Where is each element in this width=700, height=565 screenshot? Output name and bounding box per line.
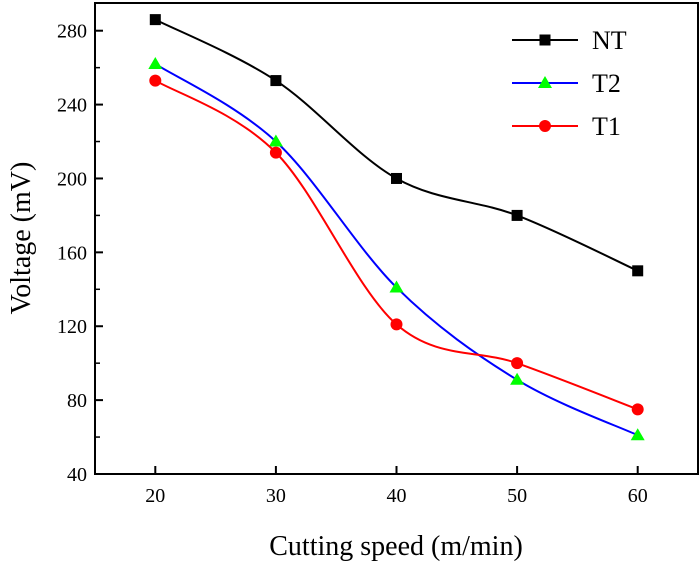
y-tick-label-80: 80 [67, 390, 87, 412]
legend-marker-t1 [539, 120, 551, 132]
legend-item-t1: T1 [512, 112, 621, 141]
series-line-t1 [154, 79, 639, 411]
axes: 20 30 40 50 60 40 80 120 160 200 240 280 [57, 21, 648, 507]
x-tick-label-40: 40 [387, 485, 407, 507]
y-tick-label-280: 280 [57, 21, 87, 43]
series-line-t2 [154, 63, 639, 437]
y-tick-label-200: 200 [57, 168, 87, 190]
point-t1-60 [631, 403, 644, 416]
series-t1 [149, 74, 644, 416]
point-t1-20 [149, 74, 162, 87]
point-nt-30 [270, 75, 282, 87]
y-tick-label-40: 40 [67, 464, 87, 486]
point-t1-30 [269, 146, 282, 159]
point-nt-40 [391, 172, 402, 184]
x-tick-label-30: 30 [266, 485, 286, 507]
legend-label-t2: T2 [592, 69, 621, 98]
y-tick-label-240: 240 [57, 95, 87, 117]
y-tick-label-120: 120 [57, 316, 87, 338]
x-tick-label-60: 60 [628, 485, 648, 507]
series-nt [149, 14, 644, 277]
legend-item-t2: T2 [512, 69, 621, 98]
series-t2 [148, 56, 645, 441]
legend-item-nt: NT [512, 26, 627, 55]
x-tick-label-50: 50 [507, 485, 527, 507]
legend-label-t1: T1 [592, 112, 621, 141]
point-nt-60 [632, 265, 644, 277]
legend: NT T2 T1 [512, 26, 627, 141]
legend-marker-t2 [538, 76, 552, 88]
x-axis-title: Cutting speed (m/min) [269, 531, 523, 562]
point-t1-50 [511, 357, 524, 370]
point-t2-50 [510, 372, 525, 385]
point-nt-20 [149, 14, 161, 26]
point-t2-20 [148, 56, 163, 69]
x-tick-label-20: 20 [145, 485, 165, 507]
point-t1-40 [390, 318, 403, 331]
series-layer [148, 14, 645, 441]
point-t2-60 [630, 428, 645, 441]
series-line-nt [154, 18, 639, 272]
point-t2-40 [389, 280, 404, 293]
legend-label-nt: NT [592, 26, 627, 55]
point-nt-50 [511, 209, 523, 221]
legend-marker-nt [539, 34, 551, 46]
y-axis-title: Voltage (mV) [6, 162, 37, 315]
y-tick-label-160: 160 [57, 242, 87, 264]
point-t2-30 [268, 134, 283, 147]
